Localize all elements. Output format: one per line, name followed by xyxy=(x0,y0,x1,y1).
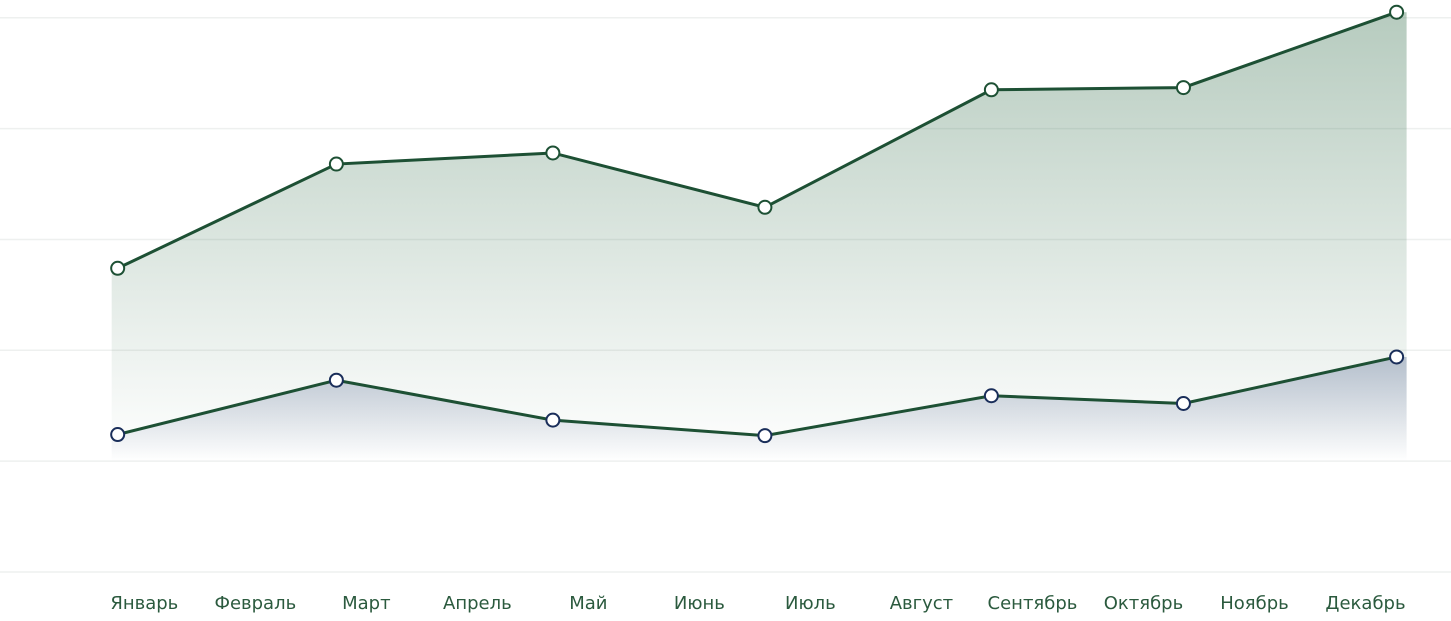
data-point xyxy=(1389,4,1405,20)
x-tick-label: Сентябрь xyxy=(988,593,1078,614)
x-tick-label: Февраль xyxy=(214,593,296,614)
data-point xyxy=(983,388,999,404)
data-point xyxy=(983,82,999,98)
data-point xyxy=(545,412,561,428)
x-tick-label: Январь xyxy=(110,593,178,614)
area xyxy=(111,356,1407,462)
area xyxy=(111,12,1407,462)
x-tick-label: Декабрь xyxy=(1325,593,1405,614)
x-tick-label: Июнь xyxy=(674,593,725,614)
x-tick-label: Март xyxy=(342,593,390,614)
x-tick-label: Май xyxy=(569,593,607,614)
data-point xyxy=(1175,396,1191,412)
data-point xyxy=(757,428,773,444)
data-point xyxy=(328,372,344,388)
data-point xyxy=(328,156,344,172)
x-tick-label: Октябрь xyxy=(1104,593,1184,614)
x-tick-label: Апрель xyxy=(443,593,512,614)
data-point xyxy=(110,260,126,276)
data-point xyxy=(110,427,126,443)
x-tick-label: Август xyxy=(890,593,953,614)
data-point xyxy=(545,145,561,161)
data-point xyxy=(1175,80,1191,96)
x-tick-label: Ноябрь xyxy=(1220,593,1289,614)
x-tick-label: Июль xyxy=(785,593,836,614)
data-point xyxy=(1389,349,1405,365)
data-point xyxy=(757,199,773,215)
